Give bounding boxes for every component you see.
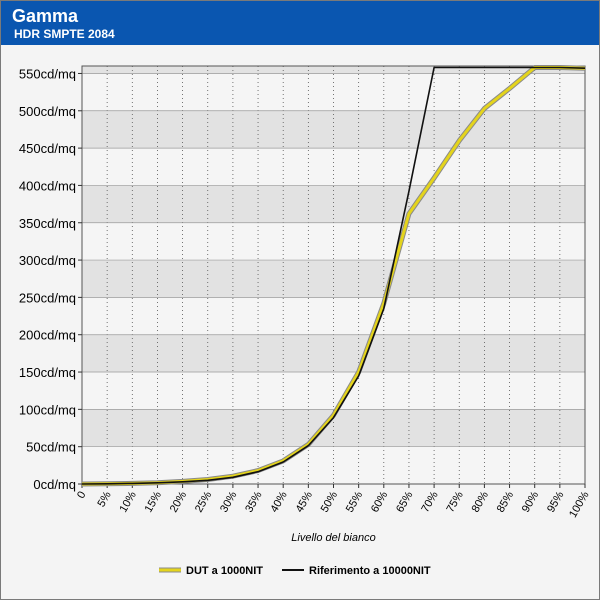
y-tick-label: 250cd/mq	[19, 290, 76, 305]
series-layer	[81, 65, 586, 487]
y-axis-ticks: 0cd/mq 50cd/mq 100cd/mq 150cd/mq 200cd/mq 250…	[19, 66, 82, 492]
y-tick-label: 150cd/mq	[19, 365, 76, 380]
x-tick-label: 35%	[243, 489, 265, 514]
y-tick-label: 500cd/mq	[19, 104, 76, 119]
legend-reference-label: Riferimento a 10000NIT	[309, 565, 431, 577]
x-tick-label: 10%	[117, 489, 139, 514]
chart-header: Gamma HDR SMPTE 2084	[1, 1, 599, 45]
y-tick-label: 550cd/mq	[19, 66, 76, 81]
x-tick-label: 5%	[95, 489, 113, 509]
y-tick-label: 400cd/mq	[19, 178, 76, 193]
vertical-gridlines	[106, 66, 561, 484]
plot-band	[82, 110, 585, 149]
x-tick-label: 25%	[193, 489, 215, 514]
plot-band	[82, 185, 585, 223]
x-tick-label: 15%	[143, 489, 165, 514]
y-tick-label: 50cd/mq	[26, 440, 76, 455]
chart-title: Gamma	[12, 6, 79, 26]
series-reference-line	[81, 66, 586, 485]
y-tick-label: 350cd/mq	[19, 216, 76, 231]
x-tick-label: 95%	[545, 489, 567, 514]
chart-subtitle: HDR SMPTE 2084	[14, 27, 115, 41]
x-tick-label: 50%	[319, 489, 341, 514]
x-tick-label: 65%	[394, 489, 416, 514]
x-tick-label: 0	[75, 490, 88, 501]
y-tick-label: 100cd/mq	[19, 402, 76, 417]
y-tick-label: 0cd/mq	[33, 477, 76, 492]
y-tick-label: 450cd/mq	[19, 141, 76, 156]
x-tick-label: 40%	[268, 489, 290, 514]
horizontal-gridlines	[82, 73, 585, 485]
plot-band	[82, 66, 585, 74]
x-tick-label: 75%	[444, 489, 466, 514]
x-tick-label: 60%	[369, 489, 391, 514]
x-tick-label: 85%	[495, 489, 517, 514]
x-axis-label: Livello del bianco	[291, 532, 375, 544]
x-tick-label: 55%	[344, 489, 366, 514]
legend: DUT a 1000NIT Riferimento a 10000NIT	[159, 565, 431, 577]
y-tick-label: 200cd/mq	[19, 328, 76, 343]
x-tick-label: 100%	[567, 489, 592, 520]
x-tick-label: 20%	[168, 489, 190, 514]
x-axis-ticks: 0 5% 10% 15% 20% 25% 30% 35% 40% 45% 50% 55% 60% 65% 7…	[75, 484, 592, 520]
x-tick-label: 70%	[419, 489, 441, 514]
legend-dut-label: DUT a 1000NIT	[186, 565, 263, 577]
x-tick-label: 80%	[470, 489, 492, 514]
x-tick-label: 45%	[294, 489, 316, 514]
plot-band	[82, 334, 585, 373]
y-tick-label: 300cd/mq	[19, 253, 76, 268]
x-tick-label: 90%	[520, 489, 542, 514]
x-tick-label: 30%	[218, 489, 240, 514]
